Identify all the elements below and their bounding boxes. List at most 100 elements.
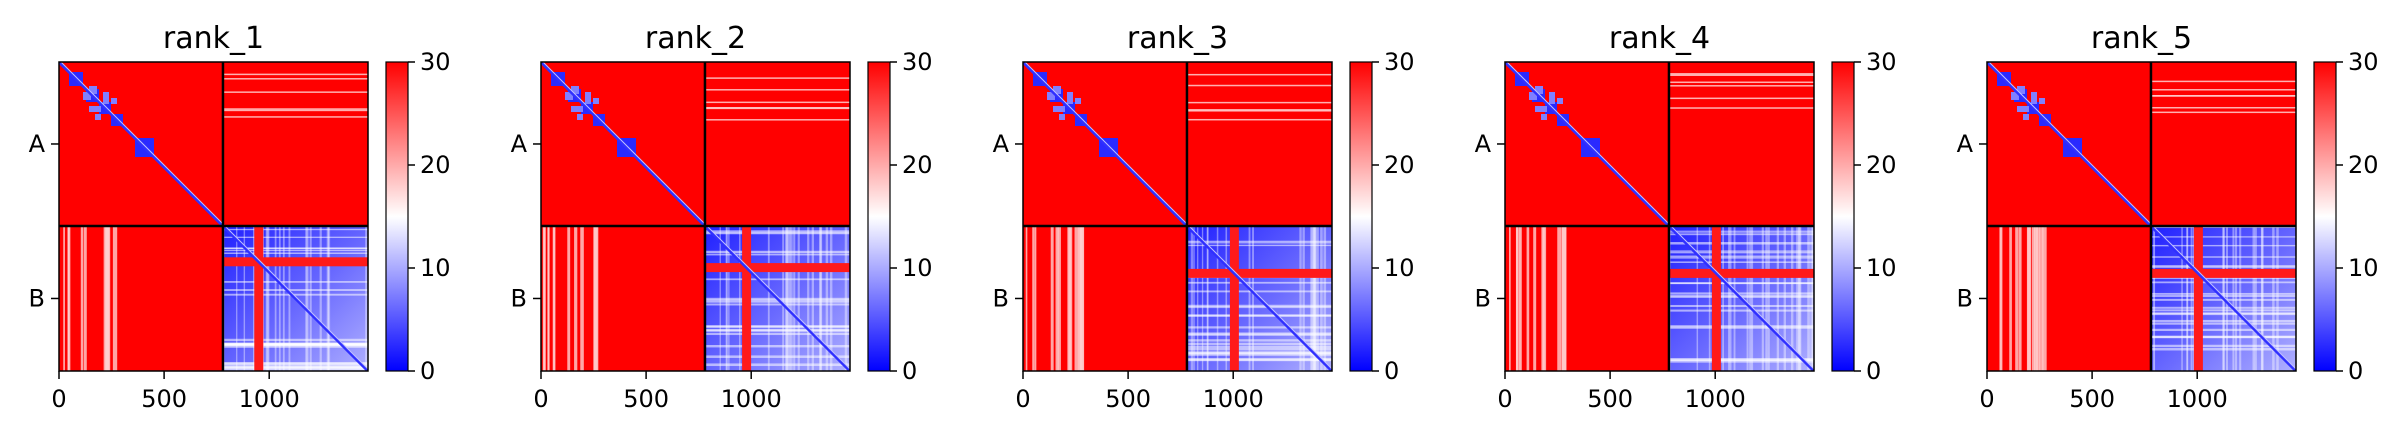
texture-line	[1668, 360, 1814, 363]
texture-line	[1668, 257, 1814, 259]
domain-contact	[1541, 106, 1547, 112]
texture-line	[580, 225, 584, 371]
texture-line	[1668, 107, 1814, 109]
heatmap-rank_3	[1023, 62, 1332, 371]
texture-line	[1776, 225, 1780, 371]
texture-line	[63, 225, 65, 371]
texture-line	[1299, 225, 1302, 371]
texture-line	[222, 252, 368, 254]
colorbar	[867, 61, 891, 372]
colorbar-tick-label: 20	[902, 151, 933, 179]
texture-line	[1561, 225, 1567, 371]
texture-line	[2254, 225, 2257, 371]
texture-line	[2150, 95, 2296, 97]
texture-line	[704, 345, 850, 348]
domain-contact	[565, 92, 573, 100]
texture-line	[1515, 225, 1519, 371]
texture-line	[1068, 225, 1073, 371]
texture-line	[1668, 325, 1814, 328]
panel-rank_1: rank_1 A B 0 500 1000 0 10 20 30	[29, 21, 451, 413]
domain-contact	[2011, 92, 2019, 100]
texture-line	[1201, 225, 1204, 371]
domain-contact	[1535, 86, 1543, 94]
texture-line	[2153, 225, 2155, 371]
texture-line	[1722, 225, 1724, 371]
panel-title: rank_4	[1609, 21, 1710, 56]
texture-line	[2235, 225, 2238, 371]
texture-line	[80, 225, 84, 371]
texture-line	[288, 225, 291, 371]
texture-line	[2031, 225, 2036, 371]
colorbar	[385, 61, 409, 372]
texture-line	[306, 225, 309, 371]
texture-line	[2150, 309, 2296, 312]
colorbar-tick-label: 20	[2348, 151, 2379, 179]
texture-line	[1197, 225, 1199, 371]
texture-line	[1186, 306, 1332, 309]
texture-line	[305, 225, 308, 371]
texture-line	[704, 231, 850, 233]
texture-line	[2150, 256, 2296, 258]
texture-line	[266, 225, 269, 371]
texture-line	[1668, 326, 1814, 329]
colorbar-tick-label: 10	[1866, 254, 1897, 282]
texture-line	[1311, 225, 1314, 371]
texture-line	[704, 77, 850, 79]
texture-line	[1797, 225, 1801, 371]
panel-title: rank_2	[645, 21, 746, 56]
domain-contact	[585, 92, 591, 98]
texture-line	[236, 225, 238, 371]
texture-line	[274, 225, 277, 371]
diagonal	[1987, 62, 2296, 371]
y-tick-label: A	[993, 130, 1010, 158]
texture-line	[2150, 106, 2296, 109]
axes-frame	[1504, 61, 1815, 372]
diagonal	[1024, 62, 1332, 370]
texture-line	[1668, 243, 1814, 245]
axes-frame	[1022, 61, 1333, 372]
texture-line	[222, 228, 368, 231]
domain-contact	[1059, 106, 1065, 112]
texture-line	[1186, 242, 1332, 244]
texture-line	[1186, 244, 1332, 247]
texture-line	[704, 230, 850, 232]
texture-line	[825, 225, 829, 371]
texture-line	[574, 225, 578, 371]
domain-contact	[571, 106, 577, 112]
texture-line	[1310, 225, 1313, 371]
texture-line	[1323, 225, 1327, 371]
texture-line	[265, 225, 268, 371]
texture-line	[1807, 225, 1810, 371]
texture-line	[365, 225, 368, 371]
domain-contact	[2017, 86, 2025, 94]
texture-line	[1668, 242, 1814, 244]
texture-line	[1190, 225, 1192, 371]
texture-line	[2276, 225, 2279, 371]
x-tick-label: 0	[1497, 385, 1512, 413]
texture-line	[2232, 225, 2235, 371]
panel-title: rank_3	[1127, 21, 1228, 56]
diagonal	[1506, 62, 1814, 370]
texture-line	[1751, 225, 1754, 371]
texture-line	[2042, 225, 2047, 371]
texture-line	[1668, 309, 1814, 312]
texture-line	[1186, 240, 1332, 243]
texture-line	[1225, 225, 1228, 371]
texture-line	[594, 225, 599, 371]
diagonal	[1988, 62, 2296, 370]
texture-line	[1519, 225, 1522, 371]
colorbar-tick-label: 20	[420, 151, 451, 179]
colorbar	[1831, 61, 1855, 372]
texture-line	[1186, 73, 1332, 76]
domain-contact	[1059, 114, 1065, 120]
y-tick-label: A	[511, 130, 528, 158]
texture-line	[2018, 225, 2022, 371]
diagonal	[542, 62, 850, 370]
texture-line	[319, 225, 322, 371]
texture-line	[222, 116, 368, 118]
texture-line	[1668, 74, 1814, 76]
texture-line	[1216, 225, 1219, 371]
texture-line	[1248, 225, 1251, 371]
texture-line	[704, 363, 850, 367]
texture-line	[704, 303, 850, 306]
